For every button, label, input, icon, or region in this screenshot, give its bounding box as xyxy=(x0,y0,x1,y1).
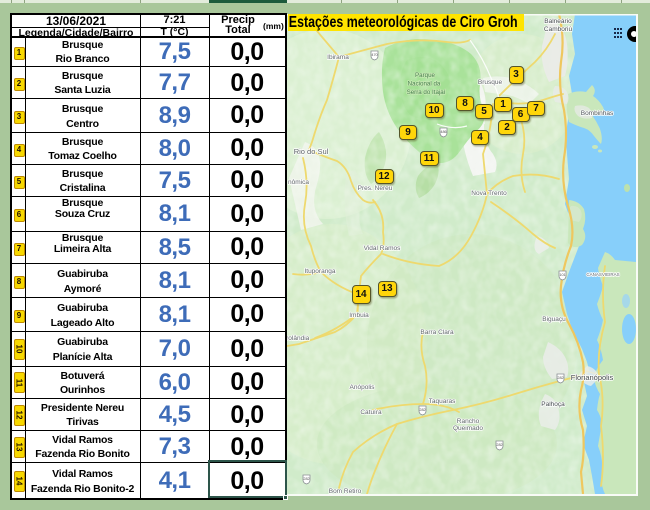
svg-text:Rancho: Rancho xyxy=(457,418,480,425)
svg-text:Ituporanga: Ituporanga xyxy=(304,268,335,275)
svg-text:Imbuia: Imbuia xyxy=(349,312,369,319)
svg-text:etrolândia: etrolândia xyxy=(287,335,310,342)
svg-text:CANASVIEIRAS: CANASVIEIRAS xyxy=(586,272,619,277)
svg-text:486: 486 xyxy=(440,130,446,134)
svg-text:Nacional da: Nacional da xyxy=(408,81,441,88)
svg-text:Rio do Sul: Rio do Sul xyxy=(294,147,329,156)
svg-text:101: 101 xyxy=(559,273,565,277)
svg-text:Pres. Nereu: Pres. Nereu xyxy=(358,185,393,192)
svg-text:470: 470 xyxy=(371,53,377,57)
svg-text:Catuíra: Catuíra xyxy=(360,409,382,416)
svg-text:Palhoça: Palhoça xyxy=(541,401,565,408)
svg-text:Queimado: Queimado xyxy=(453,425,483,432)
svg-text:Serra do Itajaí: Serra do Itajaí xyxy=(407,89,446,96)
svg-text:nômica: nômica xyxy=(288,179,309,186)
svg-text:Bom Retiro: Bom Retiro xyxy=(329,488,362,494)
svg-text:282: 282 xyxy=(303,477,309,481)
svg-text:Barra Clara: Barra Clara xyxy=(420,329,454,336)
svg-text:Parque: Parque xyxy=(415,72,436,79)
svg-text:Brusque: Brusque xyxy=(478,79,503,86)
svg-text:Vidal Ramos: Vidal Ramos xyxy=(364,245,401,252)
svg-text:Florianópolis: Florianópolis xyxy=(571,373,614,382)
svg-text:Taquaras: Taquaras xyxy=(429,398,456,405)
svg-text:282: 282 xyxy=(557,376,563,380)
svg-text:Biguaçu: Biguaçu xyxy=(542,316,566,323)
svg-text:282: 282 xyxy=(419,408,425,412)
svg-text:Camboriú: Camboriú xyxy=(544,26,573,33)
svg-text:Anópolis: Anópolis xyxy=(350,384,376,391)
svg-text:Nova Trento: Nova Trento xyxy=(471,190,507,197)
svg-text:Balneário: Balneário xyxy=(544,18,572,25)
svg-text:282: 282 xyxy=(496,443,502,447)
svg-text:Ibirama: Ibirama xyxy=(327,54,349,61)
svg-text:Bombinhas: Bombinhas xyxy=(581,110,614,117)
